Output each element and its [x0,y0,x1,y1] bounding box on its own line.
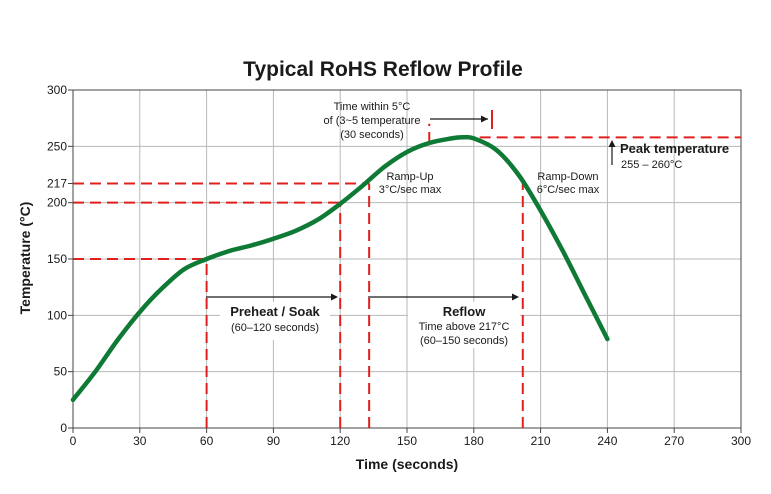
ramp-up-rate: 3°C/sec max [379,184,442,196]
y-axis-label: Temperature (°C) [17,202,33,315]
chart-title: Typical RoHS Reflow Profile [243,58,523,81]
x-tick-label: 300 [731,434,751,448]
x-tick-label: 210 [531,434,551,448]
preheat-range: (60–120 seconds) [231,322,319,334]
y-tick-label: 100 [47,308,67,322]
time-within-line-2: of (3~5 temperature [324,115,421,127]
reflow-line-2: (60–150 seconds) [420,335,508,347]
x-tick-label: 30 [133,434,147,448]
x-tick-label: 0 [70,434,77,448]
preheat-title: Preheat / Soak [230,304,320,319]
y-tick-label: 0 [60,421,67,435]
y-tick-label: 200 [47,196,67,210]
reflow-arrowhead [512,293,519,301]
x-tick-label: 90 [267,434,281,448]
temperature-curve [70,134,610,403]
y-special-tick-label: 217 [47,177,67,191]
ramp-down-title: Ramp-Down [537,171,598,183]
reflow-label-bg [408,302,520,348]
peak-title: Peak temperature [620,141,729,156]
reference-lines [73,123,741,428]
ramp-down-rate: 6°C/sec max [537,184,600,196]
x-tick-label: 150 [397,434,417,448]
tick-layer: 0 30 60 90 120 150 180 210 240 270 300 0 50 100 150 200… [47,83,751,448]
peak-range: 255 – 260°C [621,159,682,171]
preheat-arrowhead [331,293,338,301]
time-within-line-3: (30 seconds) [340,129,404,141]
peak-arrowhead [608,140,616,147]
x-tick-label: 240 [597,434,617,448]
time-within-arrowhead [481,115,488,123]
x-tick-label: 120 [330,434,350,448]
y-tick-label: 150 [47,252,67,266]
x-tick-label: 180 [464,434,484,448]
preheat-label-bg [220,302,330,340]
x-tick-label: 270 [664,434,684,448]
y-tick-label: 50 [54,365,68,379]
reflow-title: Reflow [443,304,487,319]
reflow-line-1: Time above 217°C [419,321,510,333]
y-tick-label: 300 [47,83,67,97]
time-within-line-1: Time within 5°C [334,101,411,113]
x-tick-label: 60 [200,434,214,448]
y-tick-label: 250 [47,139,67,153]
ramp-up-title: Ramp-Up [386,171,433,183]
x-axis-label: Time (seconds) [356,456,458,472]
